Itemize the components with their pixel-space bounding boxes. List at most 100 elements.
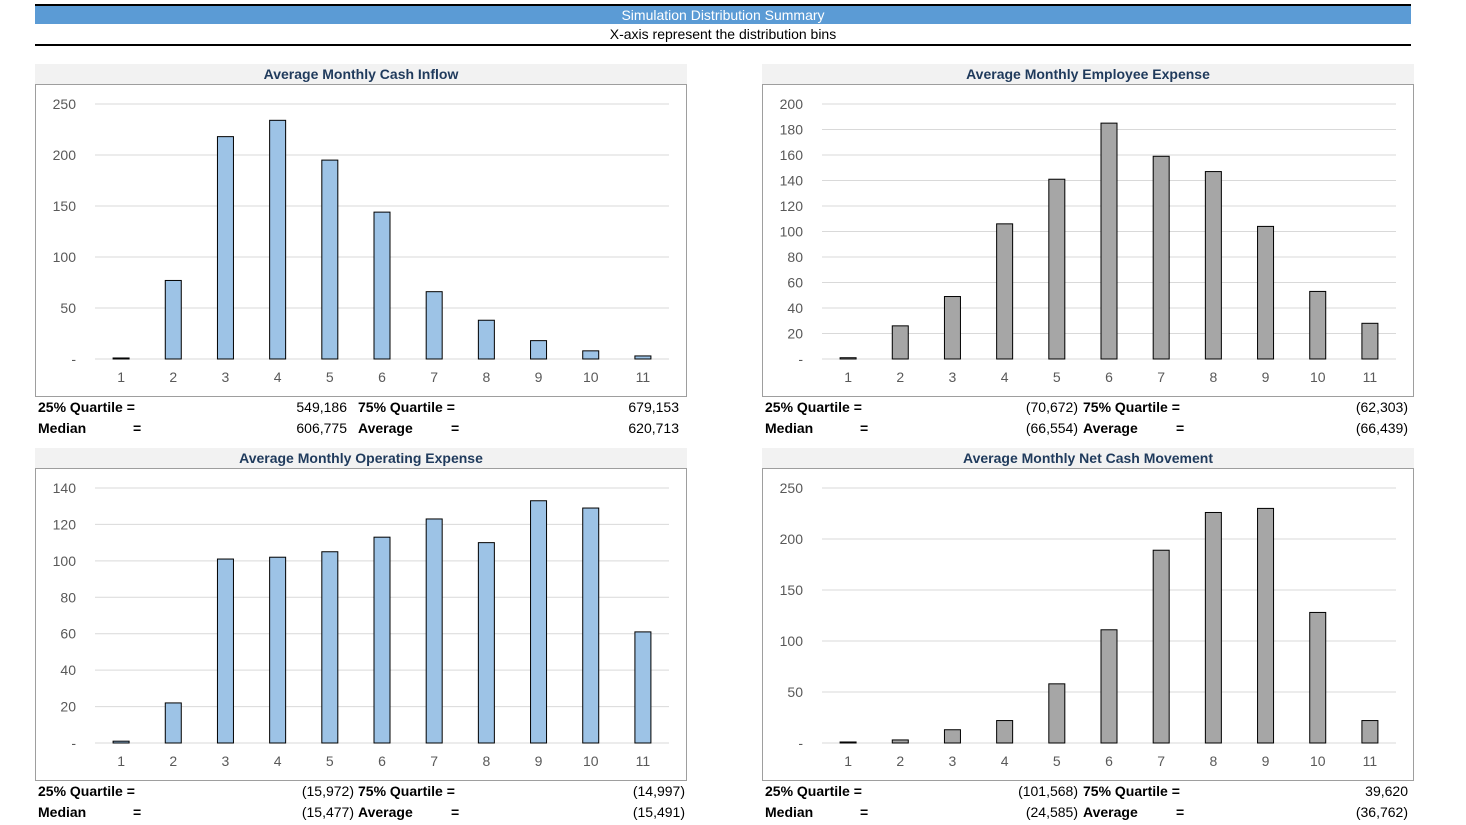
y-tick-label: 100 bbox=[53, 553, 77, 569]
y-tick-label: - bbox=[798, 351, 803, 367]
bar bbox=[839, 357, 857, 360]
median-label: Median bbox=[765, 420, 814, 436]
x-tick-label: 1 bbox=[117, 753, 125, 769]
x-tick-label: 5 bbox=[326, 369, 334, 385]
x-tick-label: 10 bbox=[1310, 369, 1326, 385]
chart-border bbox=[762, 468, 1414, 781]
bar bbox=[1152, 549, 1170, 744]
bar bbox=[477, 542, 495, 744]
panel-operating-expense: Average Monthly Operating Expense - 20 40 6… bbox=[35, 448, 687, 820]
x-tick-label: 11 bbox=[1363, 753, 1378, 769]
median-value: 606,775 bbox=[296, 420, 347, 436]
median-eq: = bbox=[860, 420, 869, 436]
chart-frame: - 50 100 150 200 250 1 2 3 4 5 6 7 8 9 10 11 bbox=[35, 84, 687, 397]
x-tick-label: 9 bbox=[1262, 753, 1270, 769]
bar bbox=[216, 136, 234, 360]
x-tick-label: 9 bbox=[535, 369, 543, 385]
panel-cash-inflow: Average Monthly Cash Inflow - 50 100 150 200… bbox=[35, 64, 687, 436]
summary-subtitle: X-axis represent the distribution bins bbox=[35, 25, 1411, 46]
bar bbox=[1048, 178, 1066, 360]
y-tick-label: - bbox=[71, 351, 76, 367]
q75-label: 75% Quartile = bbox=[358, 399, 455, 415]
x-tick-label: 6 bbox=[1105, 369, 1113, 385]
bar bbox=[164, 279, 182, 360]
y-tick-label: 40 bbox=[60, 662, 76, 678]
x-tick-label: 3 bbox=[222, 753, 230, 769]
average-eq: = bbox=[451, 804, 460, 820]
q25-label: 25% Quartile = bbox=[765, 399, 862, 415]
x-tick-label: 11 bbox=[636, 753, 651, 769]
bar bbox=[582, 507, 600, 744]
bar bbox=[1257, 225, 1275, 360]
bar bbox=[1309, 290, 1327, 360]
average-label: Average bbox=[1083, 420, 1138, 436]
x-tick-label: 9 bbox=[1262, 369, 1270, 385]
y-tick-label: 80 bbox=[60, 589, 76, 605]
bar bbox=[943, 296, 961, 360]
y-tick-label: 200 bbox=[780, 531, 804, 547]
chart-frame: - 50 100 150 200 250 1 2 3 4 5 6 7 8 9 10 11 bbox=[762, 468, 1414, 781]
y-tick-label: 140 bbox=[53, 480, 77, 496]
y-tick-label: 100 bbox=[780, 224, 804, 240]
summary-banner: Simulation Distribution Summary bbox=[35, 6, 1411, 24]
median-value: (66,554) bbox=[1025, 420, 1078, 436]
bar bbox=[373, 211, 391, 360]
stats-block: 25% Quartile = (101,568) 75% Quartile = … bbox=[762, 781, 1414, 823]
bar bbox=[1257, 507, 1275, 744]
chart-title: Average Monthly Operating Expense bbox=[35, 448, 687, 468]
q75-label: 75% Quartile = bbox=[1083, 783, 1180, 799]
q75-value: (62,303) bbox=[1355, 399, 1408, 415]
q25-value: (15,972) bbox=[301, 783, 354, 799]
x-tick-label: 11 bbox=[636, 369, 651, 385]
y-tick-label: 120 bbox=[780, 198, 804, 214]
y-tick-label: 120 bbox=[53, 516, 77, 532]
bar bbox=[425, 291, 443, 360]
y-tick-label: 200 bbox=[780, 96, 804, 112]
y-tick-label: 250 bbox=[780, 480, 804, 496]
x-tick-label: 10 bbox=[583, 753, 599, 769]
y-tick-label: 20 bbox=[787, 326, 803, 342]
average-eq: = bbox=[1176, 804, 1185, 820]
bar bbox=[891, 739, 909, 744]
bar bbox=[321, 551, 339, 744]
y-tick-label: 20 bbox=[60, 699, 76, 715]
median-value: (15,477) bbox=[301, 804, 354, 820]
q25-label: 25% Quartile = bbox=[38, 783, 135, 799]
x-tick-label: 3 bbox=[949, 369, 957, 385]
y-tick-label: 40 bbox=[787, 300, 803, 316]
x-tick-label: 2 bbox=[896, 369, 904, 385]
chart-frame: - 20 40 60 80 100 120 140 1 2 3 4 5 6 7 8 9 10 11 bbox=[35, 468, 687, 781]
bar bbox=[1048, 683, 1066, 744]
median-eq: = bbox=[860, 804, 869, 820]
x-tick-label: 10 bbox=[583, 369, 599, 385]
q75-value: 39,620 bbox=[1365, 783, 1408, 799]
x-tick-label: 6 bbox=[378, 369, 386, 385]
cash-inflow-chart: - 50 100 150 200 250 1 2 3 4 5 6 7 8 9 10 11 bbox=[35, 84, 687, 397]
bar bbox=[634, 631, 652, 744]
operating-expense-chart: - 20 40 60 80 100 120 140 1 2 3 4 5 6 7 8 9 10 11 bbox=[35, 468, 687, 781]
y-tick-label: 200 bbox=[53, 147, 77, 163]
chart-frame: - 20 40 60 80 100 120 140 160 180 200 1 2 3 4 5 6 7 8 9 10 11 bbox=[762, 84, 1414, 397]
bar bbox=[1204, 171, 1222, 360]
q25-value: (101,568) bbox=[1018, 783, 1078, 799]
bar bbox=[634, 355, 652, 360]
bar bbox=[839, 741, 857, 744]
chart-border bbox=[762, 84, 1414, 397]
bar bbox=[1204, 511, 1222, 744]
x-tick-label: 1 bbox=[844, 753, 852, 769]
q75-value: (14,997) bbox=[632, 783, 685, 799]
stats-block: 25% Quartile = (70,672) 75% Quartile = (… bbox=[762, 397, 1414, 439]
q25-label: 25% Quartile = bbox=[38, 399, 135, 415]
q75-label: 75% Quartile = bbox=[358, 783, 455, 799]
x-tick-label: 5 bbox=[1053, 369, 1061, 385]
top-rule bbox=[35, 4, 1411, 6]
x-tick-label: 7 bbox=[1157, 753, 1165, 769]
average-eq: = bbox=[1176, 420, 1185, 436]
x-tick-label: 7 bbox=[430, 369, 438, 385]
x-tick-label: 11 bbox=[1363, 369, 1378, 385]
y-tick-label: 60 bbox=[787, 275, 803, 291]
y-tick-label: 150 bbox=[780, 582, 804, 598]
bar bbox=[996, 223, 1014, 360]
median-eq: = bbox=[133, 804, 142, 820]
y-tick-label: 180 bbox=[780, 122, 804, 138]
